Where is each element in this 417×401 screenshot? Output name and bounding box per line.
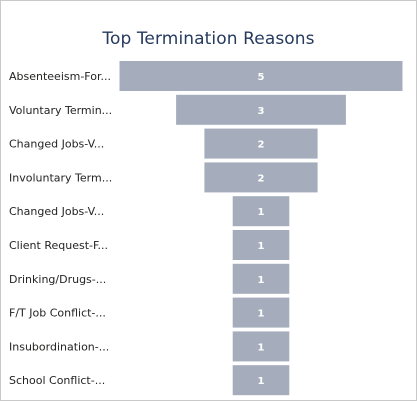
value-label: 1 bbox=[258, 207, 265, 218]
value-label: 2 bbox=[258, 173, 265, 184]
funnel-bar[interactable] bbox=[232, 263, 290, 294]
value-label: 1 bbox=[258, 342, 265, 353]
value-label: 1 bbox=[258, 241, 265, 252]
funnel-bar[interactable] bbox=[232, 297, 290, 328]
category-label: Insubordination-... bbox=[9, 340, 109, 353]
category-label: Absenteeism-For... bbox=[9, 70, 111, 83]
value-label: 1 bbox=[258, 309, 265, 320]
value-label: 5 bbox=[258, 72, 265, 83]
category-label: Changed Jobs-V... bbox=[9, 205, 104, 218]
funnel-bar[interactable] bbox=[176, 94, 346, 125]
chart-title: Top Termination Reasons bbox=[102, 29, 315, 49]
funnel-bar[interactable] bbox=[204, 128, 318, 159]
value-label: 3 bbox=[258, 106, 265, 117]
value-label: 2 bbox=[258, 140, 265, 151]
funnel-bar[interactable] bbox=[119, 61, 403, 91]
category-label: F/T Job Conflict-... bbox=[9, 307, 106, 320]
funnel-bar[interactable] bbox=[204, 162, 318, 193]
category-label: Involuntary Term... bbox=[9, 171, 112, 184]
category-label: Drinking/Drugs-... bbox=[9, 273, 106, 286]
funnel-bar[interactable] bbox=[232, 196, 290, 227]
category-label: Client Request-F... bbox=[9, 239, 108, 252]
funnel-bar[interactable] bbox=[232, 230, 290, 260]
category-label: Changed Jobs-V... bbox=[9, 138, 104, 151]
category-label: School Conflict-... bbox=[9, 374, 105, 387]
value-label: 1 bbox=[258, 376, 265, 387]
value-label: 1 bbox=[258, 275, 265, 286]
category-label: Voluntary Termin... bbox=[9, 104, 112, 117]
funnel-bar[interactable] bbox=[232, 331, 290, 362]
funnel-bar[interactable] bbox=[232, 365, 290, 396]
